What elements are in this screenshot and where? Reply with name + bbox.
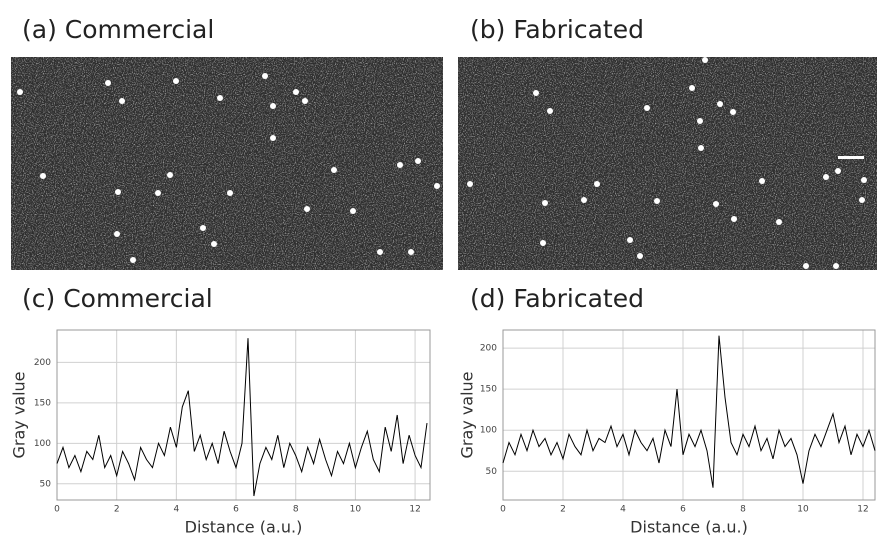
x-tick-label: 6: [680, 505, 686, 515]
chart-title: (d) Fabricated: [470, 284, 644, 313]
x-tick-label: 4: [620, 505, 626, 515]
x-tick-label: 8: [740, 505, 746, 515]
x-tick-label: 2: [114, 505, 120, 515]
x-tick-label: 10: [350, 505, 362, 515]
chart-title: (c) Commercial: [22, 284, 213, 313]
x-tick-label: 0: [54, 505, 60, 515]
x-tick-label: 2: [560, 505, 566, 515]
x-tick-label: 12: [409, 505, 420, 515]
x-tick-label: 4: [173, 505, 179, 515]
micrograph: [458, 57, 877, 270]
y-tick-label: 100: [480, 426, 497, 436]
y-tick-label: 50: [40, 479, 52, 489]
x-tick-label: 12: [857, 505, 868, 515]
profile-line: [56, 338, 428, 497]
y-axis-label: Gray value: [458, 371, 477, 458]
x-tick-label: 10: [797, 505, 809, 515]
y-tick-label: 50: [486, 467, 498, 477]
image-label: (a) Commercial: [22, 15, 214, 44]
y-tick-label: 150: [34, 398, 51, 408]
micrograph: [11, 57, 443, 270]
image-label: (b) Fabricated: [470, 15, 644, 44]
x-axis-label: Distance (a.u.): [630, 518, 748, 537]
y-tick-label: 100: [34, 439, 51, 449]
profile-line: [502, 335, 876, 488]
plot-frame: [56, 329, 431, 501]
x-tick-label: 6: [233, 505, 239, 515]
y-axis-label: Gray value: [10, 371, 29, 458]
plot-frame: [502, 329, 876, 501]
y-tick-label: 150: [480, 385, 497, 395]
y-tick-label: 200: [34, 358, 51, 368]
x-axis-label: Distance (a.u.): [185, 518, 303, 537]
y-tick-label: 200: [480, 344, 497, 354]
x-tick-label: 0: [500, 505, 506, 515]
x-tick-label: 8: [293, 505, 299, 515]
